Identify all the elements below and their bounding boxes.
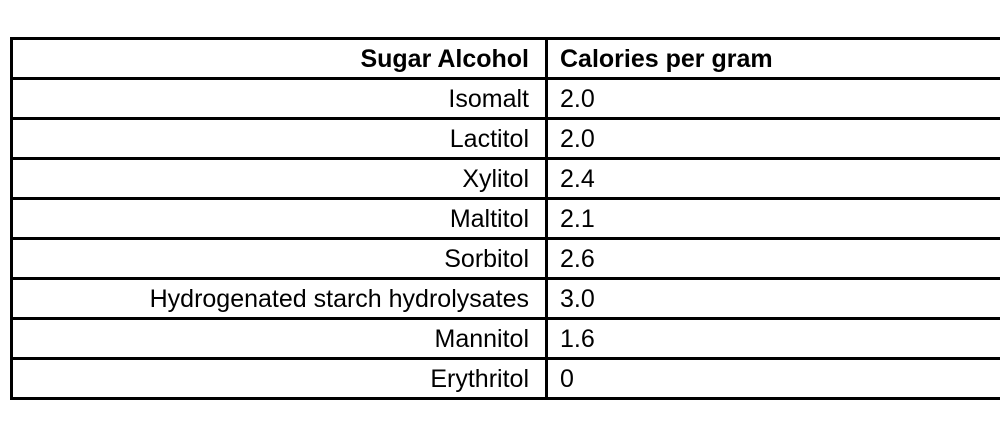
cell-sugar-alcohol-name: Isomalt (10, 77, 548, 120)
table-row: Sorbitol 2.6 (10, 237, 1000, 280)
table-row: Hydrogenated starch hydrolysates 3.0 (10, 277, 1000, 320)
table-row: Lactitol 2.0 (10, 117, 1000, 160)
cell-sugar-alcohol-name: Sorbitol (10, 237, 548, 280)
table-row: Mannitol 1.6 (10, 317, 1000, 360)
cell-calories-value: 3.0 (545, 277, 1000, 320)
table-row: Xylitol 2.4 (10, 157, 1000, 200)
cell-sugar-alcohol-name: Hydrogenated starch hydrolysates (10, 277, 548, 320)
column-header-sugar-alcohol: Sugar Alcohol (10, 37, 548, 80)
cell-sugar-alcohol-name: Erythritol (10, 357, 548, 400)
cell-sugar-alcohol-name: Maltitol (10, 197, 548, 240)
table-row: Maltitol 2.1 (10, 197, 1000, 240)
sugar-alcohol-table: Sugar Alcohol Calories per gram Isomalt … (10, 37, 1000, 400)
cell-calories-value: 0 (545, 357, 1000, 400)
cell-sugar-alcohol-name: Xylitol (10, 157, 548, 200)
table-header-row: Sugar Alcohol Calories per gram (10, 37, 1000, 80)
column-header-calories-per-gram: Calories per gram (545, 37, 1000, 80)
cell-calories-value: 2.0 (545, 77, 1000, 120)
cell-calories-value: 2.6 (545, 237, 1000, 280)
table-row: Isomalt 2.0 (10, 77, 1000, 120)
cell-calories-value: 1.6 (545, 317, 1000, 360)
cell-sugar-alcohol-name: Lactitol (10, 117, 548, 160)
cell-calories-value: 2.1 (545, 197, 1000, 240)
cell-calories-value: 2.0 (545, 117, 1000, 160)
table-row: Erythritol 0 (10, 357, 1000, 400)
cell-calories-value: 2.4 (545, 157, 1000, 200)
cell-sugar-alcohol-name: Mannitol (10, 317, 548, 360)
